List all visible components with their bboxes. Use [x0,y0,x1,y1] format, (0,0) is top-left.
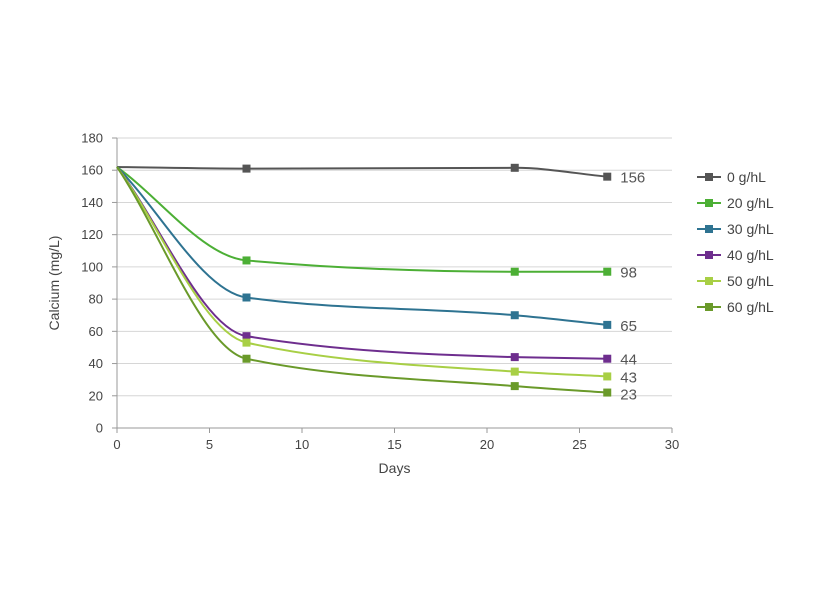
data-point-marker [510,353,519,362]
data-point-marker [242,354,251,363]
data-point-marker [242,256,251,265]
y-tick-label: 0 [96,421,103,436]
y-tick-label: 100 [81,259,103,274]
legend-item: 0 g/hL [697,169,766,185]
legend-item: 50 g/hL [697,273,774,289]
data-point-marker [510,267,519,276]
end-value-label: 43 [620,369,637,386]
x-tick-label: 0 [113,437,120,452]
series-line [116,166,608,394]
y-tick-label: 180 [81,131,103,146]
axes: 0 20 40 60 80 100 120 140 160 180 0 5 10 15 20 25 30 [81,131,679,453]
legend-swatch-marker [705,251,713,259]
legend-label: 50 g/hL [727,273,774,289]
end-value-label: 65 [620,318,637,335]
data-point-marker [603,172,612,181]
data-point-marker [603,320,612,329]
legend-swatch-marker [705,277,713,285]
gridlines [117,137,672,397]
y-tick-label: 120 [81,227,103,242]
data-point-marker [242,164,251,173]
x-tick-label: 15 [387,437,401,452]
y-tick-label: 140 [81,195,103,210]
y-tick-label: 60 [89,324,103,339]
data-point-marker [603,388,612,397]
data-point-marker [242,338,251,347]
x-tick-label: 10 [295,437,309,452]
y-tick-label: 80 [89,292,103,307]
legend-swatch-marker [705,303,713,311]
y-tick-label: 20 [89,388,103,403]
legend-item: 60 g/hL [697,299,774,315]
end-value-label: 44 [620,352,637,369]
x-tick-label: 5 [206,437,213,452]
x-tick-label: 25 [572,437,586,452]
x-axis-title: Days [379,460,411,476]
y-axis-title: Calcium (mg/L) [46,236,62,331]
legend-label: 60 g/hL [727,299,774,315]
series-line [116,166,608,273]
legend-swatch-marker [705,199,713,207]
series-lines [116,163,612,397]
y-tick-label: 160 [81,163,103,178]
y-tick-label: 40 [89,356,103,371]
end-value-label: 98 [620,265,637,282]
data-point-marker [510,382,519,391]
data-point-marker [510,367,519,376]
end-value-label: 156 [620,170,645,187]
legend-item: 40 g/hL [697,247,774,263]
data-point-marker [510,163,519,172]
data-point-marker [603,354,612,363]
data-point-marker [510,311,519,320]
data-point-marker [242,332,251,341]
legend-swatch-marker [705,225,713,233]
data-point-marker [242,293,251,302]
legend: 0 g/hL 20 g/hL 30 g/hL 40 g/hL 50 g/hL 60 g/h… [697,169,774,315]
x-tick-label: 20 [480,437,494,452]
legend-swatch-marker [705,173,713,181]
end-value-label: 23 [620,386,637,403]
series-line [116,166,608,178]
legend-label: 0 g/hL [727,169,766,185]
legend-item: 30 g/hL [697,221,774,237]
series-line [116,166,608,326]
legend-label: 20 g/hL [727,195,774,211]
legend-label: 30 g/hL [727,221,774,237]
legend-label: 40 g/hL [727,247,774,263]
series-line [116,166,608,378]
x-tick-label: 30 [665,437,679,452]
series-line [116,166,608,360]
data-point-marker [603,372,612,381]
data-point-marker [603,267,612,276]
legend-item: 20 g/hL [697,195,774,211]
